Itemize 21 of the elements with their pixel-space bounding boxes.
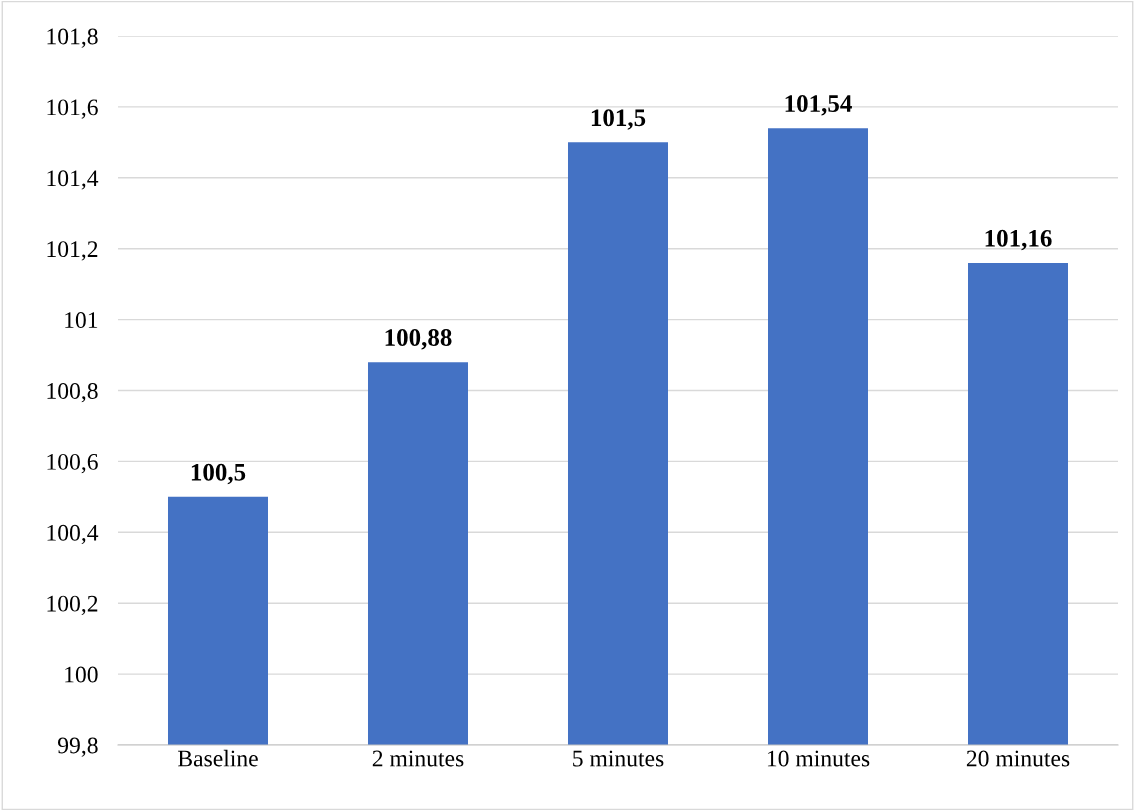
data-label: 101,5 (591, 109, 646, 130)
y-tick-label: 101,6 (47, 99, 98, 119)
data-label: 100,5 (191, 463, 246, 485)
x-tick-label: 5 minutes (573, 750, 664, 767)
x-tick-label: 2 minutes (372, 750, 464, 767)
y-tick-label: 101,2 (47, 241, 98, 261)
x-tick-label: Baseline (178, 749, 258, 767)
y-tick-label: 100 (65, 666, 98, 683)
data-label: 101,54 (785, 95, 852, 116)
x-tick-label: 10 minutes (767, 750, 870, 767)
y-tick-label: 101,4 (47, 170, 99, 190)
y-tick-label: 101,8 (47, 28, 98, 48)
y-tick-label: 100,2 (47, 595, 98, 616)
data-label: 101,16 (985, 229, 1052, 251)
y-tick-label: 101 (65, 312, 98, 329)
y-tick-label: 99,8 (58, 737, 98, 757)
x-tick-label: 20 minutes (966, 750, 1070, 767)
data-label: 100,88 (385, 329, 452, 350)
y-tick-label: 100,4 (47, 524, 99, 545)
y-tick-label: 100,8 (47, 382, 98, 403)
y-tick-label: 100,6 (47, 453, 98, 474)
